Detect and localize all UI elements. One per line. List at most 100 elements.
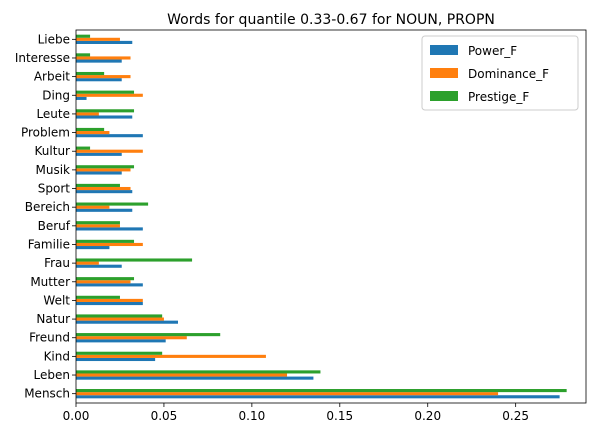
bar-prestige-f-leute xyxy=(76,109,135,113)
y-tick-label: Familie xyxy=(28,237,70,251)
bar-dominance-f-welt xyxy=(76,298,143,302)
plot-frame xyxy=(75,29,587,404)
y-tick-label: Interesse xyxy=(15,51,70,65)
bar-dominance-f-natur xyxy=(76,317,164,321)
bar-dominance-f-familie xyxy=(76,242,143,247)
bar-dominance-f-ding xyxy=(76,93,143,97)
x-tick-label: 0.05 xyxy=(151,409,178,423)
bar-dominance-f-interesse xyxy=(76,56,131,60)
legend-label-prestige-f: Prestige_F xyxy=(468,90,529,104)
bar-prestige-f-welt xyxy=(76,295,120,299)
chart-title: Words for quantile 0.33-0.67 for NOUN, P… xyxy=(167,12,495,28)
y-tick-label: Leute xyxy=(36,107,70,121)
bar-power-f-interesse xyxy=(76,59,122,63)
bar-dominance-f-leben xyxy=(76,373,288,377)
legend-label-dominance-f: Dominance_F xyxy=(468,67,549,81)
bar-power-f-problem xyxy=(76,134,143,138)
bar-dominance-f-problem xyxy=(76,131,110,135)
bar-power-f-kind xyxy=(76,357,156,362)
bar-dominance-f-leute xyxy=(76,112,99,116)
x-tick-label: 0.00 xyxy=(63,409,90,423)
bar-dominance-f-mensch xyxy=(76,392,499,396)
bar-power-f-leute xyxy=(76,115,133,119)
x-tick-label: 0.10 xyxy=(239,409,266,423)
bar-power-f-mensch xyxy=(76,395,560,399)
legend: Power_F Dominance_F Prestige_F xyxy=(421,35,579,111)
y-tick-label: Mutter xyxy=(30,275,70,289)
bar-power-f-kultur xyxy=(76,152,122,156)
bar-power-f-bereich xyxy=(76,208,133,212)
bar-prestige-f-arbeit xyxy=(76,71,105,76)
bar-prestige-f-beruf xyxy=(76,221,120,225)
bar-prestige-f-leben xyxy=(76,370,321,374)
legend-swatch-power-f xyxy=(430,45,458,55)
bar-prestige-f-mutter xyxy=(76,277,135,281)
bar-prestige-f-freund xyxy=(76,333,221,337)
bar-power-f-welt xyxy=(76,301,143,306)
y-tick-label: Frau xyxy=(44,256,70,270)
y-tick-label: Problem xyxy=(21,126,70,140)
y-tick-label: Freund xyxy=(29,331,70,345)
bar-power-f-ding xyxy=(76,96,87,100)
bar-prestige-f-frau xyxy=(76,258,193,262)
y-tick-label: Arbeit xyxy=(34,70,70,84)
y-tick-label: Welt xyxy=(43,293,70,307)
bar-prestige-f-musik xyxy=(76,165,135,169)
legend-swatch-dominance-f xyxy=(430,68,458,78)
x-tick-label: 0.15 xyxy=(326,409,353,423)
bar-prestige-f-bereich xyxy=(76,202,149,206)
bar-dominance-f-sport xyxy=(76,186,131,191)
x-axis: 0.00 0.05 0.10 0.15 0.20 0.25 xyxy=(63,403,529,423)
bar-prestige-f-kind xyxy=(76,351,163,355)
bar-power-f-arbeit xyxy=(76,78,122,82)
y-axis: Liebe Interesse Arbeit Ding Leute Problem Kult… xyxy=(15,32,76,401)
bar-power-f-musik xyxy=(76,171,122,175)
x-tick-label: 0.20 xyxy=(414,409,441,423)
bar-dominance-f-arbeit xyxy=(76,75,131,79)
bar-power-f-freund xyxy=(76,339,166,343)
bar-power-f-beruf xyxy=(76,227,143,231)
bar-power-f-leben xyxy=(76,376,314,380)
y-tick-label: Bereich xyxy=(25,200,70,214)
y-tick-label: Liebe xyxy=(38,32,70,46)
plot-area xyxy=(75,29,587,404)
y-tick-label: Mensch xyxy=(24,387,70,401)
bar-prestige-f-mensch xyxy=(76,389,567,393)
bar-power-f-liebe xyxy=(76,40,133,44)
bar-prestige-f-sport xyxy=(76,183,120,187)
bar-dominance-f-kultur xyxy=(76,149,143,153)
legend-swatch-prestige-f xyxy=(430,91,458,101)
y-tick-label: Beruf xyxy=(38,219,71,233)
bar-prestige-f-kultur xyxy=(76,146,91,150)
bar-prestige-f-problem xyxy=(76,127,105,132)
bar-prestige-f-natur xyxy=(76,314,163,318)
y-tick-label: Ding xyxy=(42,88,70,102)
legend-box xyxy=(421,35,579,111)
bar-dominance-f-musik xyxy=(76,168,131,172)
bar-power-f-frau xyxy=(76,264,122,268)
bar-prestige-f-liebe xyxy=(76,34,91,38)
y-tick-label: Sport xyxy=(38,182,71,196)
bar-dominance-f-freund xyxy=(76,336,187,340)
bar-dominance-f-bereich xyxy=(76,205,110,209)
y-tick-label: Natur xyxy=(36,312,70,326)
bar-power-f-natur xyxy=(76,320,178,324)
bar-power-f-mutter xyxy=(76,283,143,287)
y-tick-label: Kultur xyxy=(35,144,71,158)
x-tick-label: 0.25 xyxy=(502,409,529,423)
bar-prestige-f-ding xyxy=(76,90,135,94)
bar-prestige-f-familie xyxy=(76,239,135,243)
bar-dominance-f-beruf xyxy=(76,224,120,228)
bar-dominance-f-frau xyxy=(76,261,99,265)
legend-label-power-f: Power_F xyxy=(468,44,517,58)
bar-power-f-familie xyxy=(76,246,110,250)
bar-prestige-f-interesse xyxy=(76,53,91,57)
bar-dominance-f-kind xyxy=(76,354,266,358)
bar-dominance-f-liebe xyxy=(76,37,120,41)
bar-power-f-sport xyxy=(76,190,133,194)
y-tick-label: Musik xyxy=(36,163,71,177)
y-tick-label: Leben xyxy=(34,368,70,382)
bar-dominance-f-mutter xyxy=(76,280,131,284)
y-tick-label: Kind xyxy=(44,349,70,363)
